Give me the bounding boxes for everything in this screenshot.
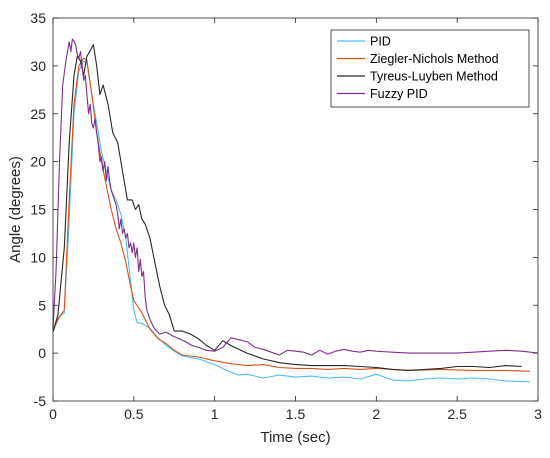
legend-label-ziegler-nichols: Ziegler-Nichols Method bbox=[370, 52, 499, 66]
x-tick-label: 1.5 bbox=[286, 406, 306, 422]
x-axis-label: Time (sec) bbox=[260, 429, 330, 446]
y-tick-label: 35 bbox=[30, 10, 46, 26]
legend-label-pid: PID bbox=[370, 35, 391, 49]
y-axis-label: Angle (degrees) bbox=[7, 156, 24, 263]
y-tick-label: 15 bbox=[30, 202, 46, 218]
series-lines bbox=[52, 38, 539, 383]
series-line-fuzzy-pid bbox=[52, 38, 539, 356]
y-tick-label: 30 bbox=[30, 58, 46, 74]
x-tick-label: 1 bbox=[211, 406, 219, 422]
legend-label-fuzzy-pid: Fuzzy PID bbox=[370, 87, 428, 101]
y-tick-label: 20 bbox=[30, 154, 46, 170]
x-tick-label: 2 bbox=[372, 406, 380, 422]
y-tick-label: 10 bbox=[30, 249, 46, 265]
legend-box bbox=[330, 29, 530, 108]
legend: PID Ziegler-Nichols Method Tyreus-Luyben… bbox=[330, 29, 530, 108]
x-tick-label: 0 bbox=[49, 406, 57, 422]
y-tick-label: -5 bbox=[34, 393, 47, 409]
y-tick-label: 5 bbox=[38, 297, 46, 313]
legend-label-tyreus-luyben: Tyreus-Luyben Method bbox=[370, 70, 498, 84]
x-tick-label: 0.5 bbox=[124, 406, 144, 422]
series-line-tyreus-luyben-method bbox=[52, 44, 522, 371]
x-tick-label: 2.5 bbox=[447, 406, 467, 422]
x-tick-label: 3 bbox=[534, 406, 542, 422]
y-tick-label: 25 bbox=[30, 106, 46, 122]
y-tick-label: 0 bbox=[38, 345, 46, 361]
